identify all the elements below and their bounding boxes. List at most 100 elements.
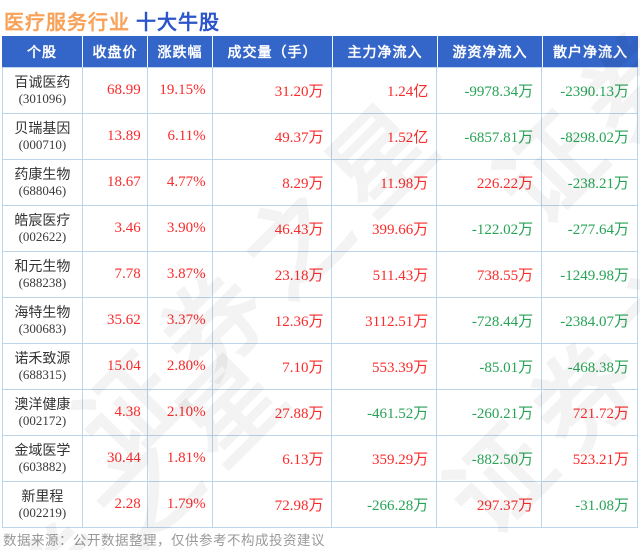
table-header-row: 个股 收盘价 涨跌幅 成交量（手） 主力净流入 游资净流入 散户净流入 bbox=[2, 36, 638, 67]
table-row: 海特生物 (300683) 35.62 3.37% 12.36万 3112.51… bbox=[3, 298, 638, 344]
hot-money-cell: -6857.81万 bbox=[437, 114, 543, 159]
hot-money-cell: -9978.34万 bbox=[437, 68, 543, 113]
main-inflow-cell: -461.52万 bbox=[332, 390, 438, 435]
table-row: 新里程 (002219) 2.28 1.79% 72.98万 -266.28万 … bbox=[3, 482, 638, 528]
stock-code: (002219) bbox=[18, 505, 67, 521]
hot-money-cell: -260.21万 bbox=[437, 390, 543, 435]
table-row: 药康生物 (688046) 18.67 4.77% 8.29万 11.98万 2… bbox=[3, 160, 638, 206]
data-source-disclaimer: 数据来源：公开数据整理，仅供参考不构成投资建议 bbox=[3, 533, 325, 548]
change-pct-cell: 19.15% bbox=[148, 68, 213, 113]
close-price-cell: 18.67 bbox=[83, 160, 148, 205]
stock-cell[interactable]: 海特生物 (300683) bbox=[3, 298, 83, 343]
table-row: 百诚医药 (301096) 68.99 19.15% 31.20万 1.24亿 … bbox=[3, 67, 638, 114]
stock-name: 海特生物 bbox=[14, 303, 71, 320]
retail-inflow-cell: -1249.98万 bbox=[542, 252, 638, 297]
col-header-main-inflow: 主力净流入 bbox=[332, 36, 437, 67]
hot-money-cell: 297.37万 bbox=[437, 482, 543, 527]
main-inflow-cell: 399.66万 bbox=[332, 206, 438, 251]
col-header-stock: 个股 bbox=[27, 43, 57, 60]
hot-money-cell: -122.02万 bbox=[437, 206, 543, 251]
stock-name: 药康生物 bbox=[14, 165, 71, 182]
main-inflow-cell: 359.29万 bbox=[332, 436, 438, 481]
retail-inflow-cell: -2384.07万 bbox=[542, 298, 638, 343]
table-row: 和元生物 (688238) 7.78 3.87% 23.18万 511.43万 … bbox=[3, 252, 638, 298]
change-pct-cell: 1.81% bbox=[148, 436, 213, 481]
volume-cell: 72.98万 bbox=[213, 482, 333, 527]
retail-inflow-cell: -238.21万 bbox=[542, 160, 638, 205]
stock-cell[interactable]: 金域医学 (603882) bbox=[3, 436, 83, 481]
table-body: 百诚医药 (301096) 68.99 19.15% 31.20万 1.24亿 … bbox=[2, 67, 638, 528]
table-row: 贝瑞基因 (000710) 13.89 6.11% 49.37万 1.52亿 -… bbox=[3, 114, 638, 160]
stock-code: (000710) bbox=[18, 137, 67, 153]
change-pct-cell: 6.11% bbox=[148, 114, 213, 159]
retail-inflow-cell: -2390.13万 bbox=[542, 68, 638, 113]
stock-cell[interactable]: 皓宸医疗 (002622) bbox=[3, 206, 83, 251]
stock-table: 个股 收盘价 涨跌幅 成交量（手） 主力净流入 游资净流入 散户净流入 百诚医药… bbox=[2, 36, 638, 528]
stock-cell[interactable]: 新里程 (002219) bbox=[3, 482, 83, 527]
page-title: 医疗服务行业 十大牛股 bbox=[4, 6, 220, 35]
close-price-cell: 35.62 bbox=[83, 298, 148, 343]
hot-money-cell: -728.44万 bbox=[437, 298, 543, 343]
stock-code: (300683) bbox=[18, 321, 67, 337]
volume-cell: 27.88万 bbox=[213, 390, 333, 435]
retail-inflow-cell: -31.08万 bbox=[542, 482, 638, 527]
table-row: 诺禾致源 (688315) 15.04 2.80% 7.10万 553.39万 … bbox=[3, 344, 638, 390]
retail-inflow-cell: 523.21万 bbox=[542, 436, 638, 481]
volume-cell: 12.36万 bbox=[213, 298, 333, 343]
change-pct-cell: 3.37% bbox=[148, 298, 213, 343]
stock-code: (688046) bbox=[18, 183, 67, 199]
close-price-cell: 3.46 bbox=[83, 206, 148, 251]
col-header-hot-money: 游资净流入 bbox=[437, 36, 542, 67]
table-row: 澳洋健康 (002172) 4.38 2.10% 27.88万 -461.52万… bbox=[3, 390, 638, 436]
stock-cell[interactable]: 诺禾致源 (688315) bbox=[3, 344, 83, 389]
change-pct-cell: 2.80% bbox=[148, 344, 213, 389]
stock-name: 诺禾致源 bbox=[14, 349, 71, 366]
stock-name: 金域医学 bbox=[14, 441, 71, 458]
main-inflow-cell: 1.24亿 bbox=[332, 68, 438, 113]
hot-money-cell: 738.55万 bbox=[437, 252, 543, 297]
main-inflow-cell: 553.39万 bbox=[332, 344, 438, 389]
stock-code: (002622) bbox=[18, 229, 67, 245]
stock-cell[interactable]: 贝瑞基因 (000710) bbox=[3, 114, 83, 159]
stock-name: 新里程 bbox=[21, 487, 64, 504]
close-price-cell: 15.04 bbox=[83, 344, 148, 389]
table-row: 皓宸医疗 (002622) 3.46 3.90% 46.43万 399.66万 … bbox=[3, 206, 638, 252]
volume-cell: 23.18万 bbox=[213, 252, 333, 297]
hot-money-cell: -882.50万 bbox=[437, 436, 543, 481]
col-header-close-price: 收盘价 bbox=[82, 36, 147, 67]
col-header-change-pct: 涨跌幅 bbox=[147, 36, 212, 67]
main-inflow-cell: 511.43万 bbox=[332, 252, 438, 297]
change-pct-cell: 3.90% bbox=[148, 206, 213, 251]
main-inflow-cell: 1.52亿 bbox=[332, 114, 438, 159]
hot-money-cell: 226.22万 bbox=[437, 160, 543, 205]
col-header-retail-inflow: 散户净流入 bbox=[542, 36, 638, 67]
col-header-volume: 成交量（手） bbox=[212, 36, 332, 67]
stock-cell[interactable]: 和元生物 (688238) bbox=[3, 252, 83, 297]
retail-inflow-cell: -277.64万 bbox=[542, 206, 638, 251]
change-pct-cell: 2.10% bbox=[148, 390, 213, 435]
stock-code: (603882) bbox=[18, 459, 67, 475]
change-pct-cell: 3.87% bbox=[148, 252, 213, 297]
stock-cell[interactable]: 百诚医药 (301096) bbox=[3, 68, 83, 113]
main-inflow-cell: 3112.51万 bbox=[332, 298, 438, 343]
main-inflow-cell: 11.98万 bbox=[332, 160, 438, 205]
close-price-cell: 4.38 bbox=[83, 390, 148, 435]
stock-cell[interactable]: 药康生物 (688046) bbox=[3, 160, 83, 205]
close-price-cell: 13.89 bbox=[83, 114, 148, 159]
volume-cell: 6.13万 bbox=[213, 436, 333, 481]
volume-cell: 31.20万 bbox=[213, 68, 333, 113]
table-row: 金域医学 (603882) 30.44 1.81% 6.13万 359.29万 … bbox=[3, 436, 638, 482]
close-price-cell: 2.28 bbox=[83, 482, 148, 527]
volume-cell: 8.29万 bbox=[213, 160, 333, 205]
close-price-cell: 68.99 bbox=[83, 68, 148, 113]
stock-name: 贝瑞基因 bbox=[14, 119, 71, 136]
hot-money-cell: -85.01万 bbox=[437, 344, 543, 389]
stock-code: (688238) bbox=[18, 275, 67, 291]
stock-code: (301096) bbox=[18, 91, 67, 107]
volume-cell: 49.37万 bbox=[213, 114, 333, 159]
stock-cell[interactable]: 澳洋健康 (002172) bbox=[3, 390, 83, 435]
close-price-cell: 7.78 bbox=[83, 252, 148, 297]
title-industry: 医疗服务行业 bbox=[4, 12, 130, 34]
stock-code: (002172) bbox=[18, 413, 67, 429]
volume-cell: 7.10万 bbox=[213, 344, 333, 389]
